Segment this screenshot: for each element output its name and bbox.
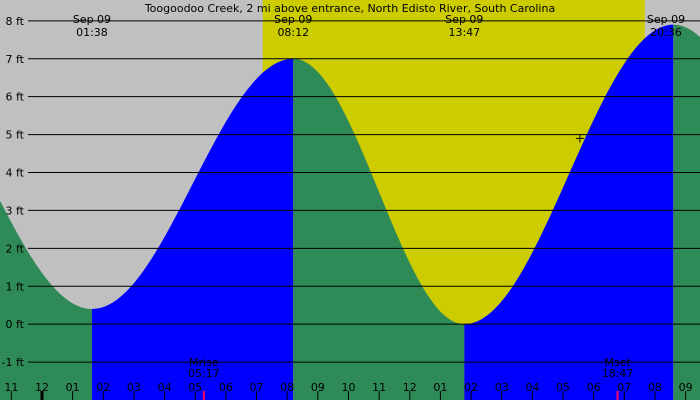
tide-time-label: 13:47 bbox=[448, 26, 480, 39]
y-tick-label: 1 ft bbox=[6, 280, 25, 293]
y-tick-label: 5 ft bbox=[6, 129, 25, 142]
tide-time-label: 01:38 bbox=[76, 26, 108, 39]
x-tick-label: 06 bbox=[587, 381, 601, 394]
x-tick-label: 05 bbox=[188, 381, 202, 394]
tide-date-label: Sep 09 bbox=[274, 13, 312, 26]
x-tick-label: 02 bbox=[464, 381, 478, 394]
x-tick-label: 01 bbox=[433, 381, 447, 394]
falling-tide-area bbox=[0, 200, 92, 400]
label-layer: 8 ft 7 ft 6 ft 5 ft 4 ft 3 ft 2 ft 1 ft 0 ft -1 f… bbox=[2, 2, 693, 394]
y-tick-label: 2 ft bbox=[6, 242, 25, 255]
moon-event-name: Mset bbox=[604, 356, 631, 369]
x-tick-label: 08 bbox=[280, 381, 294, 394]
y-tick-label: 3 ft bbox=[6, 204, 25, 217]
moon-event-name: Mrise bbox=[189, 356, 219, 369]
x-tick-label: 09 bbox=[311, 381, 325, 394]
y-tick-label: 6 ft bbox=[6, 91, 25, 104]
x-tick-label: 11 bbox=[372, 381, 386, 394]
x-tick-label: 08 bbox=[648, 381, 662, 394]
tide-time-label: 20:36 bbox=[650, 26, 682, 39]
x-tick-label: 01 bbox=[66, 381, 80, 394]
x-tick-label: 07 bbox=[617, 381, 631, 394]
tide-date-label: Sep 09 bbox=[647, 13, 685, 26]
moon-event-time: 18:47 bbox=[602, 367, 634, 380]
x-tick-label: 02 bbox=[96, 381, 110, 394]
tide-date-label: Sep 09 bbox=[445, 13, 483, 26]
rising-tide-area bbox=[464, 24, 674, 400]
x-tick-label: 11 bbox=[4, 381, 18, 394]
x-tick-label: 05 bbox=[556, 381, 570, 394]
gridline-layer bbox=[10, 20, 700, 400]
y-tick-label: 0 ft bbox=[6, 318, 25, 331]
x-tick-label: 12 bbox=[35, 381, 49, 394]
x-tick-label: 12 bbox=[403, 381, 417, 394]
chart-title: Toogoodoo Creek, 2 mi above entrance, No… bbox=[144, 2, 555, 15]
rising-tide-area bbox=[91, 58, 294, 400]
tide-area-layer bbox=[0, 24, 700, 400]
falling-tide-area bbox=[673, 24, 700, 400]
y-tick-label: 8 ft bbox=[6, 15, 25, 28]
x-tick-label: 03 bbox=[495, 381, 509, 394]
tide-date-label: Sep 09 bbox=[73, 13, 111, 26]
moon-event-time: 05:17 bbox=[188, 367, 220, 380]
x-tick-label: 06 bbox=[219, 381, 233, 394]
x-tick-label: 04 bbox=[525, 381, 539, 394]
x-tick-label: 07 bbox=[250, 381, 264, 394]
x-tick-label: 04 bbox=[158, 381, 172, 394]
x-tick-label: 09 bbox=[679, 381, 693, 394]
tide-time-label: 08:12 bbox=[277, 26, 309, 39]
y-tick-label: 4 ft bbox=[6, 167, 25, 180]
falling-tide-area bbox=[293, 58, 465, 400]
y-tick-label: 7 ft bbox=[6, 53, 25, 66]
x-tick-label: 03 bbox=[127, 381, 141, 394]
y-tick-label: -1 ft bbox=[2, 356, 25, 369]
x-tick-label: 10 bbox=[341, 381, 355, 394]
